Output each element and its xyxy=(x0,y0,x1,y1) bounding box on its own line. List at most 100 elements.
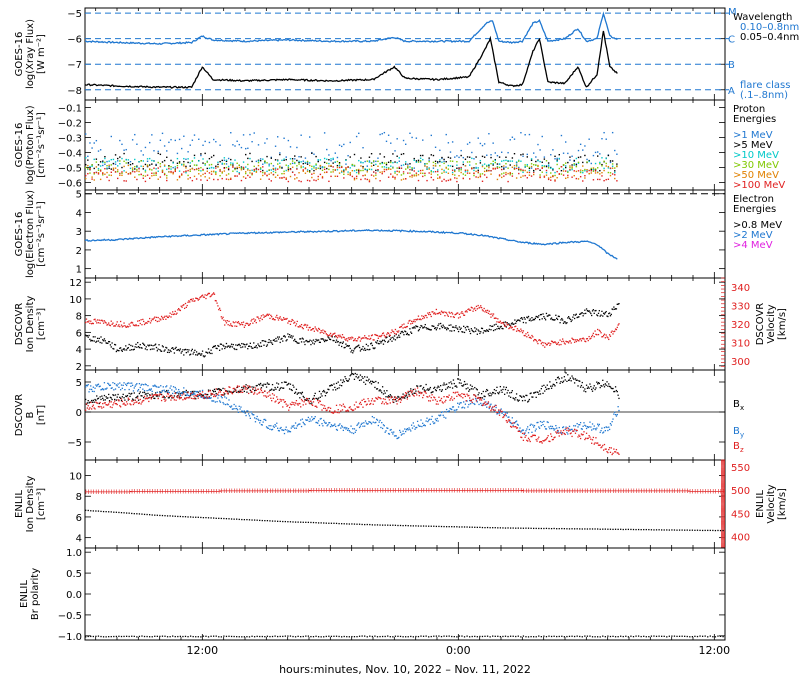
series-point xyxy=(562,164,565,166)
series-point xyxy=(428,172,430,174)
series-point xyxy=(601,385,603,387)
series-point xyxy=(492,142,494,144)
series-point xyxy=(603,131,605,134)
series-point xyxy=(543,315,545,318)
series-point xyxy=(244,324,246,327)
series-point xyxy=(390,397,392,399)
series-point xyxy=(106,176,108,178)
series-point xyxy=(366,338,368,340)
series-point xyxy=(373,381,375,383)
series-point xyxy=(233,387,235,390)
series-point xyxy=(219,144,221,146)
series-point xyxy=(274,386,276,389)
series-point xyxy=(403,334,405,336)
series-point xyxy=(102,389,105,391)
series-point xyxy=(500,408,502,410)
series-point xyxy=(510,422,513,425)
series-point xyxy=(188,300,190,302)
series-point xyxy=(612,308,614,311)
series-point xyxy=(394,435,397,437)
series-point xyxy=(391,329,393,331)
series-point xyxy=(385,163,388,166)
series-point xyxy=(320,417,322,420)
series-point xyxy=(511,160,514,162)
series-point xyxy=(269,428,271,430)
series-point xyxy=(102,399,105,401)
series-point xyxy=(347,173,349,176)
series-point xyxy=(509,164,511,166)
series-point xyxy=(110,401,112,403)
series-point xyxy=(616,165,618,168)
series-point xyxy=(282,335,285,337)
series-point xyxy=(283,381,286,383)
series-point xyxy=(97,397,100,399)
series-point xyxy=(247,410,249,412)
y-tick-label: 8 xyxy=(76,312,82,323)
series-point xyxy=(259,342,262,344)
series-point xyxy=(305,324,307,326)
series-point xyxy=(466,161,469,163)
series-point xyxy=(458,382,461,384)
series-point xyxy=(464,165,467,167)
series-point xyxy=(389,402,391,404)
series-point xyxy=(602,334,605,337)
series-point xyxy=(287,165,290,167)
series-point xyxy=(597,151,599,153)
series-point xyxy=(114,325,116,327)
series-point xyxy=(191,139,194,141)
series-point xyxy=(343,171,345,173)
series-point xyxy=(484,401,486,403)
series-point xyxy=(206,167,208,170)
series-point xyxy=(491,313,493,315)
series-point xyxy=(577,385,579,387)
series-point xyxy=(268,338,270,341)
series-point xyxy=(232,343,234,346)
series-point xyxy=(328,165,330,167)
series-point xyxy=(357,423,359,425)
series-point xyxy=(474,396,477,398)
series-point xyxy=(454,392,456,394)
series-point xyxy=(230,345,232,347)
series-point xyxy=(125,326,127,328)
series-point xyxy=(127,164,130,167)
series-point xyxy=(493,405,496,408)
series-point xyxy=(218,400,221,402)
series-point xyxy=(93,407,95,409)
series-point xyxy=(383,170,386,173)
series-point xyxy=(423,424,426,426)
series-point xyxy=(282,399,285,401)
series-point xyxy=(418,328,420,331)
series-point xyxy=(117,160,119,162)
series-point xyxy=(360,403,362,406)
series-point xyxy=(221,177,223,180)
series-point xyxy=(264,161,266,163)
series-point xyxy=(530,165,533,168)
series-point xyxy=(396,170,398,173)
series-point xyxy=(522,153,524,155)
series-point xyxy=(470,400,473,402)
series-point xyxy=(438,386,440,388)
series-point xyxy=(579,386,582,388)
series-point xyxy=(154,394,157,396)
series-point xyxy=(266,313,269,315)
series-point xyxy=(134,168,136,170)
series-point xyxy=(99,178,102,181)
series-point xyxy=(455,313,457,315)
series-point xyxy=(213,345,215,348)
series-point xyxy=(318,400,321,402)
series-point xyxy=(253,417,256,419)
series-point xyxy=(579,313,582,315)
series-point xyxy=(389,429,391,431)
series-point xyxy=(506,412,508,414)
series-point xyxy=(377,337,379,339)
series-point xyxy=(602,315,604,317)
series-point xyxy=(157,397,159,400)
series-point xyxy=(516,427,519,429)
series-point xyxy=(253,392,256,394)
series-point xyxy=(208,141,211,144)
series-point xyxy=(567,317,569,319)
series-point xyxy=(348,406,350,409)
series-point xyxy=(616,326,618,329)
series-point xyxy=(585,425,587,427)
series-point xyxy=(359,350,362,352)
